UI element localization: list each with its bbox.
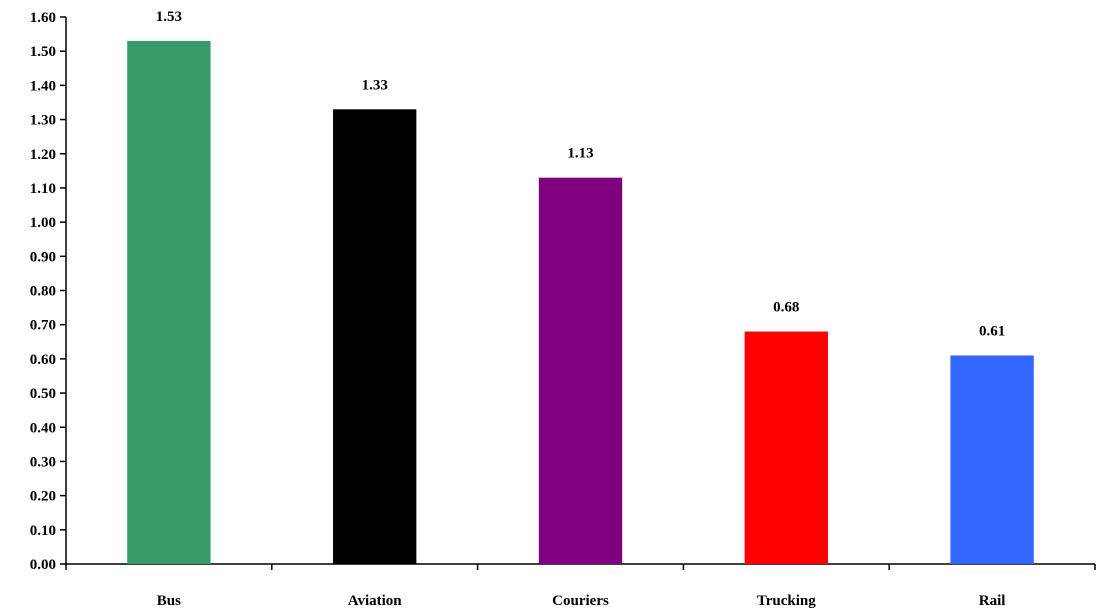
x-tick-label: Bus — [157, 593, 181, 609]
data-label: 0.61 — [979, 323, 1005, 339]
data-labels: 1.53 1.33 1.13 0.68 0.61 — [156, 9, 1005, 340]
x-tick-label: Aviation — [348, 593, 403, 609]
y-tick-label: 0.10 — [30, 523, 56, 539]
x-tick-label: Couriers — [552, 593, 609, 609]
bar-couriers — [538, 177, 623, 564]
y-tick-label: 1.00 — [30, 215, 56, 231]
bar-rail — [950, 355, 1034, 564]
y-axis: 0.00 0.10 0.20 0.30 0.40 0.50 0.60 0.70 0.80 0.90… — [30, 10, 67, 573]
data-label: 1.53 — [156, 9, 182, 25]
y-tick-label: 0.80 — [30, 284, 56, 300]
bar-bus — [127, 40, 211, 564]
bar-trucking — [744, 331, 828, 564]
y-tick-label: 1.20 — [30, 147, 56, 163]
y-tick-label: 0.40 — [30, 420, 56, 436]
y-tick-label: 1.40 — [30, 78, 56, 94]
data-label: 0.68 — [773, 300, 799, 316]
y-tick-label: 0.60 — [30, 352, 56, 368]
data-label: 1.33 — [362, 77, 388, 93]
bars — [127, 40, 1034, 565]
y-tick-label: 1.30 — [30, 113, 56, 129]
x-tick-label: Rail — [979, 593, 1006, 609]
x-axis: Bus Aviation Couriers Trucking Rail — [65, 563, 1096, 609]
y-tick-label: 0.50 — [30, 386, 56, 402]
y-tick-label: 1.50 — [30, 44, 56, 60]
y-tick-label: 0.90 — [30, 249, 56, 265]
y-tick-label: 0.70 — [30, 318, 56, 334]
y-tick-label: 0.00 — [30, 557, 56, 573]
data-label: 1.13 — [567, 146, 593, 162]
x-tick-label: Trucking — [757, 593, 816, 609]
y-tick-label: 1.10 — [30, 181, 56, 197]
y-tick-label: 0.30 — [30, 454, 56, 470]
y-tick-label: 1.60 — [30, 10, 56, 26]
y-tick-label: 0.20 — [30, 489, 56, 505]
bar-aviation — [333, 109, 417, 565]
